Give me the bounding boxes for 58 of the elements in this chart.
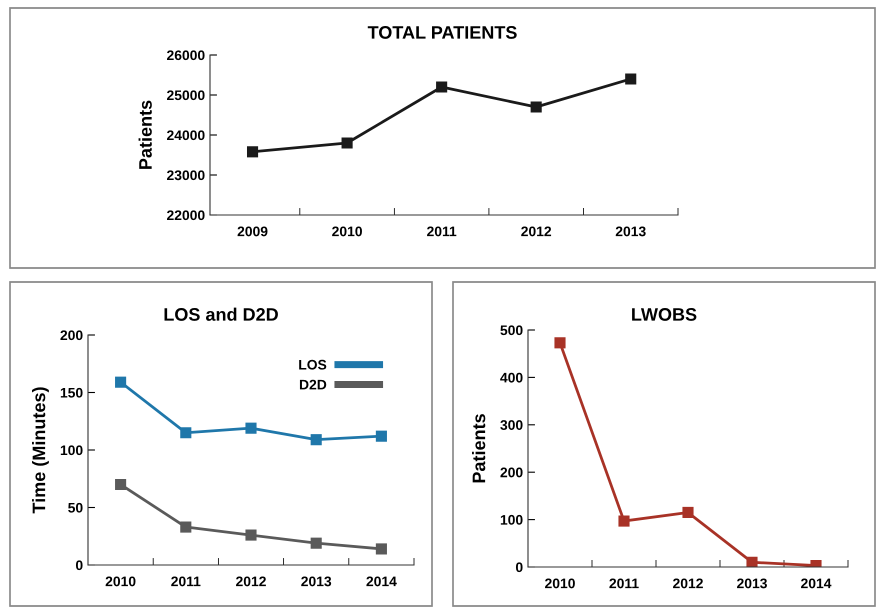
point: [115, 376, 126, 388]
point: [310, 434, 322, 446]
x-tick-label: 2010: [106, 576, 136, 586]
point: [342, 137, 353, 149]
y-tick-label: 100: [60, 445, 83, 456]
y-tick-label: 23000: [167, 170, 205, 180]
y-tick-label: 500: [500, 325, 523, 336]
point: [180, 521, 192, 533]
y-tick-label: 400: [500, 372, 523, 383]
y-tick-label: 200: [500, 468, 523, 478]
x-tick-label: 2010: [545, 578, 575, 588]
y-axis-title: Time (Minutes): [32, 387, 49, 514]
point: [180, 427, 192, 438]
y-tick-label: 300: [500, 420, 523, 430]
chart-title: TOTAL PATIENTS: [368, 26, 517, 39]
x-tick-label: 2011: [427, 226, 456, 236]
point: [554, 337, 566, 348]
point: [115, 478, 126, 490]
point: [245, 530, 257, 541]
point: [618, 515, 630, 527]
y-tick-label: 22000: [167, 210, 205, 220]
point: [376, 543, 387, 554]
x-tick-label: 2013: [301, 576, 332, 586]
chart-title: LOS and D2D: [164, 308, 278, 321]
point: [436, 81, 448, 93]
y-tick-label: 150: [60, 388, 83, 398]
point: [376, 430, 387, 442]
y-axis-title: Patients: [472, 414, 486, 482]
x-tick-label: 2014: [366, 576, 397, 586]
x-tick-label: 2012: [673, 578, 703, 588]
legend-label: D2D: [300, 380, 326, 390]
y-tick-label: 24000: [167, 130, 205, 140]
point: [625, 73, 636, 85]
y-tick-label: 100: [500, 514, 523, 525]
chart-title: LWOBS: [632, 308, 696, 321]
x-tick-label: 2011: [171, 576, 200, 586]
x-tick-label: 2013: [616, 226, 646, 236]
y-tick-label: 50: [68, 502, 83, 513]
point: [682, 506, 694, 518]
x-tick-label: 2013: [737, 578, 767, 588]
x-tick-label: 2014: [801, 578, 832, 588]
x-tick-label: 2011: [609, 578, 639, 588]
y-tick-label: 0: [516, 562, 523, 572]
x-tick-label: 2010: [332, 226, 362, 236]
point: [746, 556, 758, 567]
legend-label: LOS: [299, 360, 326, 370]
x-tick-label: 2012: [521, 226, 552, 236]
point: [310, 538, 322, 549]
y-tick-label: 200: [60, 330, 83, 340]
y-tick-label: 0: [76, 560, 83, 570]
x-tick-label: 2009: [238, 226, 268, 236]
point: [530, 101, 542, 113]
y-axis-title: Patients: [138, 100, 152, 169]
x-tick-label: 2012: [236, 576, 266, 586]
point: [245, 422, 257, 434]
point: [246, 146, 258, 158]
y-tick-label: 26000: [167, 50, 205, 60]
y-tick-label: 25000: [167, 90, 205, 100]
